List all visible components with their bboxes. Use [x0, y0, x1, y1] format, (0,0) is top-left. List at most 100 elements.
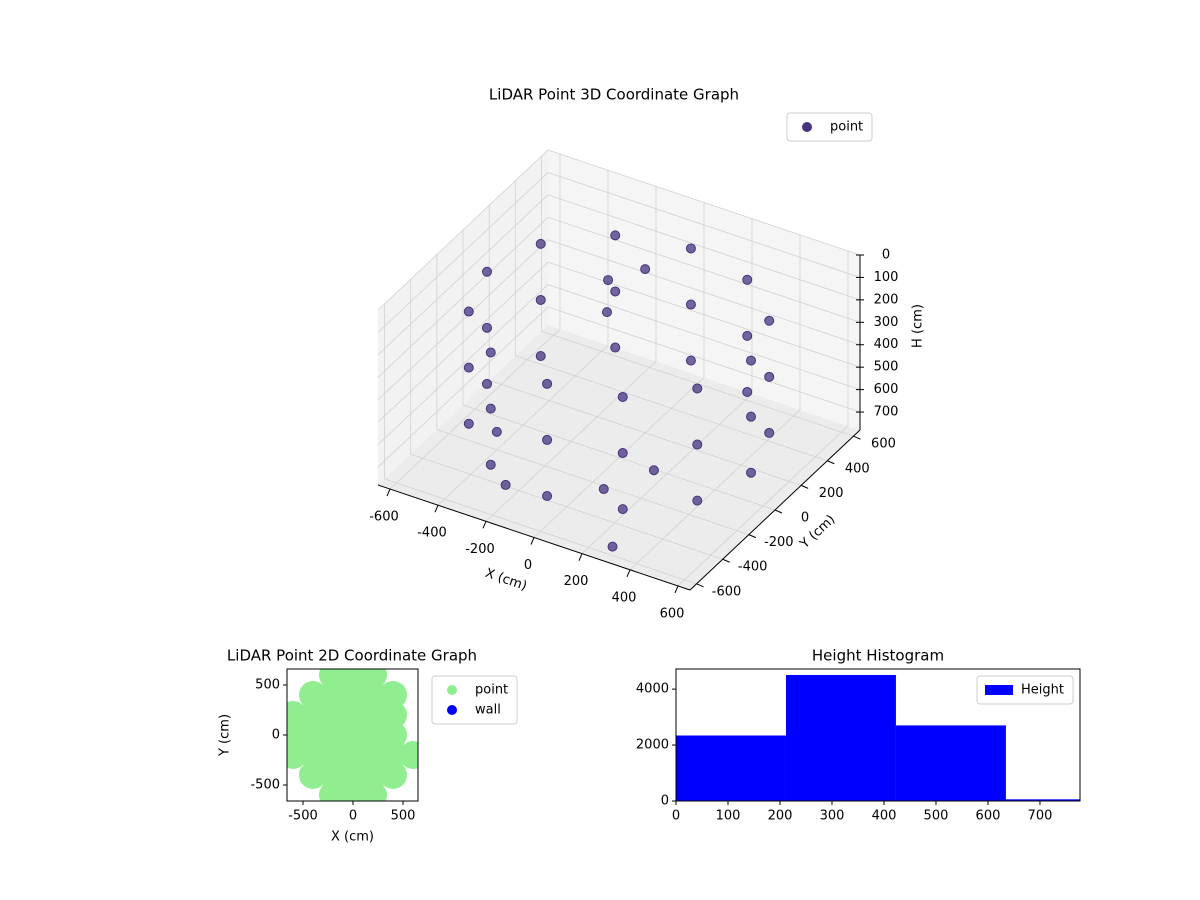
- tick-mark: [853, 435, 861, 440]
- point: [359, 761, 387, 789]
- point: [319, 721, 347, 749]
- x-tick-label: -500: [288, 809, 318, 824]
- grid-line: [533, 202, 705, 538]
- grid-line: [377, 149, 861, 311]
- chart-title: LiDAR Point 3D Coordinate Graph: [489, 86, 739, 104]
- x-tick-label: 700: [1028, 809, 1053, 824]
- x-axis-label: X (cm): [331, 830, 374, 845]
- x-tick-label: 400: [612, 590, 637, 605]
- point: [339, 721, 367, 749]
- plot-area: [676, 675, 1080, 801]
- legend-box: [976, 675, 1074, 705]
- point: [500, 479, 511, 490]
- point: [692, 439, 703, 450]
- point: [535, 294, 546, 305]
- point: [379, 681, 407, 709]
- tick-mark: [800, 484, 809, 489]
- point: [598, 484, 609, 495]
- point: [359, 701, 387, 729]
- y-tick-label: -500: [250, 778, 280, 793]
- point: [617, 448, 628, 459]
- grid-line: [377, 216, 861, 378]
- point: [746, 411, 756, 422]
- point: [491, 426, 502, 437]
- x-tick-label: 0: [524, 558, 532, 573]
- point: [299, 741, 327, 769]
- point: [602, 307, 612, 318]
- grid-line: [377, 306, 861, 468]
- bar: [785, 675, 896, 801]
- grid-line: [377, 284, 861, 445]
- grid-line: [485, 186, 657, 522]
- y-tick-label: 0: [661, 794, 669, 809]
- point: [299, 721, 327, 749]
- x-tick-label: 0: [672, 809, 680, 824]
- point: [482, 266, 492, 277]
- bar: [676, 735, 786, 801]
- point: [359, 721, 387, 749]
- y-tick-label: 0: [272, 728, 280, 743]
- point: [617, 391, 628, 402]
- y-tick-label: -400: [738, 560, 768, 575]
- tick-mark: [827, 460, 835, 465]
- tick-mark: [386, 488, 391, 497]
- tick-mark: [696, 583, 704, 588]
- point: [299, 681, 327, 709]
- point: [542, 378, 553, 389]
- y-tick-label: 500: [255, 678, 280, 693]
- grid-line: [677, 250, 849, 587]
- z-tick-label: 500: [874, 360, 899, 375]
- point: [379, 701, 407, 729]
- point: [610, 230, 621, 241]
- z-tick-label: 600: [874, 382, 899, 397]
- point: [339, 701, 367, 729]
- point: [685, 299, 696, 310]
- z-tick-label: 100: [874, 270, 899, 285]
- grid-line: [541, 156, 854, 437]
- legend-label: point: [830, 120, 863, 135]
- y-tick-label: -200: [764, 535, 794, 550]
- point: [485, 403, 496, 414]
- x-tick-label: 600: [660, 606, 685, 621]
- grid-line: [377, 239, 861, 401]
- grid-line: [629, 234, 801, 571]
- chart-title: LiDAR Point 2D Coordinate Graph: [227, 647, 477, 665]
- point: [359, 741, 387, 769]
- x-tick-label: 500: [924, 809, 949, 824]
- point: [482, 378, 492, 389]
- z-tick-label: 700: [874, 405, 899, 420]
- tick-mark: [578, 553, 583, 561]
- bar: [1005, 799, 1080, 801]
- z-tick-label: 200: [874, 292, 899, 307]
- legend-marker: [447, 705, 457, 715]
- tick-mark: [748, 534, 757, 539]
- point: [299, 701, 327, 729]
- point: [485, 459, 496, 470]
- tick-mark: [774, 509, 783, 514]
- x-tick-label: 600: [976, 809, 1001, 824]
- point: [319, 761, 347, 789]
- y-axis-line: [689, 429, 861, 591]
- point: [379, 741, 407, 769]
- point: [359, 781, 387, 801]
- point: [685, 243, 696, 254]
- grid-line: [377, 171, 861, 333]
- grid-line: [384, 303, 697, 585]
- point: [463, 306, 474, 317]
- y-tick-label: 200: [819, 486, 844, 501]
- point: [542, 434, 553, 445]
- chart-title: Height Histogram: [812, 647, 944, 665]
- point: [535, 351, 546, 362]
- point: [764, 427, 775, 438]
- tick-mark: [722, 558, 730, 563]
- point: [610, 342, 621, 353]
- legend-label: point: [475, 683, 508, 698]
- grid-line: [389, 154, 561, 490]
- x-tick-label: 100: [716, 809, 741, 824]
- x-axis-label: X (cm): [483, 566, 529, 594]
- y-tick-label: 4000: [636, 682, 669, 697]
- grid-line: [377, 261, 861, 423]
- point: [379, 721, 407, 749]
- point: [463, 362, 474, 373]
- tick-mark: [482, 521, 487, 529]
